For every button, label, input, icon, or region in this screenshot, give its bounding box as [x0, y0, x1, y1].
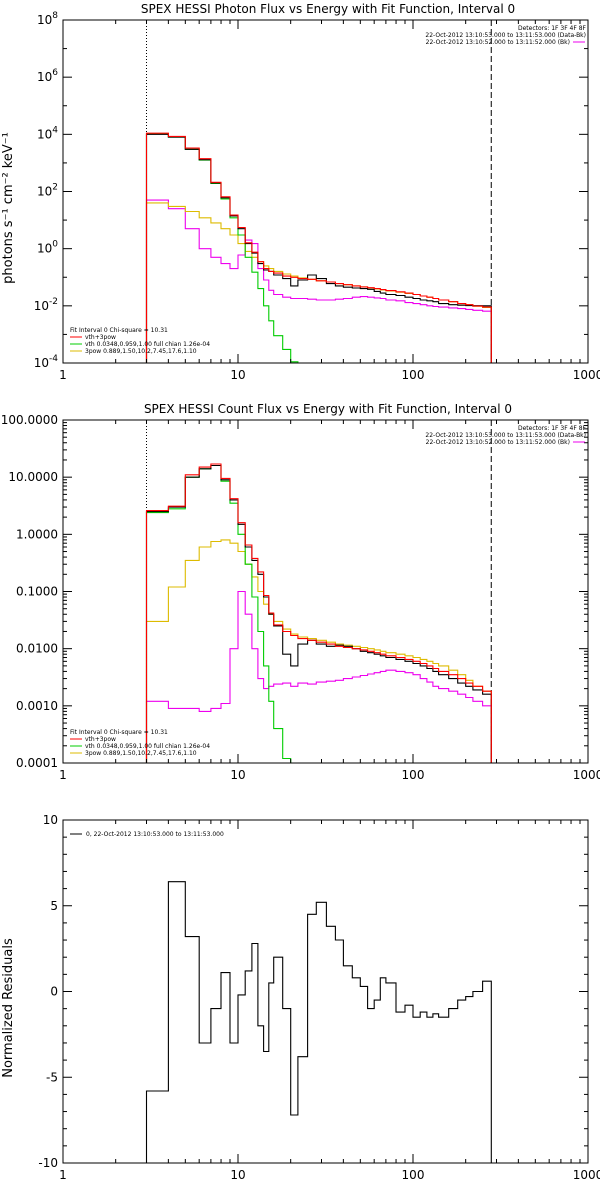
legend-title: Fit Interval 0 Chi-square = 10.31	[70, 327, 168, 334]
y-tick-label: 100.0000	[1, 413, 58, 427]
y-tick-label: 10-2	[34, 297, 58, 313]
y-axis-label: photons s⁻¹ cm⁻² keV⁻¹	[1, 132, 16, 284]
plot-frame	[62, 19, 589, 364]
series-residuals	[145, 881, 492, 1163]
x-tick-label: 10	[230, 1168, 245, 1182]
y-tick-label: 106	[37, 68, 58, 84]
x-tick-label: 100	[402, 1168, 425, 1182]
axis-ticks: 1 10 100 1000 0.0001 0.0010 0.0100 0.1000 1.0000…	[1, 413, 600, 782]
x-tick-label: 1000	[573, 368, 600, 382]
y-tick-label: 1.0000	[16, 527, 58, 541]
detector-line: Detectors: 1F 3F 4F 8F	[518, 25, 587, 32]
x-tick-label: 1	[59, 768, 67, 782]
chart-title: SPEX HESSI Count Flux vs Energy with Fit…	[144, 402, 512, 416]
detector-info: Detectors: 1F 3F 4F 8F 22-Oct-2012 13:10…	[425, 425, 586, 446]
chart-title: SPEX HESSI Photon Flux vs Energy with Fi…	[141, 2, 515, 16]
y-tick-label: -5	[46, 1070, 58, 1084]
series-background	[145, 590, 492, 763]
photon-flux-panel: SPEX HESSI Photon Flux vs Energy with Fi…	[1, 2, 600, 382]
series-vth	[145, 133, 308, 364]
y-tick-label: 10	[43, 813, 58, 827]
detector-line: 22-Oct-2012 13:10:53.000 to 13:11:53.000…	[425, 432, 586, 439]
series-data	[145, 464, 492, 763]
legend: 0, 22-Oct-2012 13:10:53.000 to 13:11:53.…	[70, 831, 224, 838]
plot-marks	[145, 20, 492, 364]
x-tick-label: 100	[402, 368, 425, 382]
y-tick-label: 108	[37, 11, 58, 27]
detector-line: 22-Oct-2012 13:10:52.000 to 13:11:52.000…	[426, 39, 570, 46]
x-tick-label: 10	[230, 368, 245, 382]
x-tick-label: 100	[402, 768, 425, 782]
y-tick-label: -10	[38, 1156, 58, 1170]
y-tick-label: 0	[50, 985, 58, 999]
legend-entry: vth 0.0348,0.959,1.00 full chian 1.26e-0…	[85, 341, 210, 348]
y-tick-label: 0.1000	[16, 585, 58, 599]
legend: Fit Interval 0 Chi-square = 10.31 vth+3p…	[70, 729, 210, 757]
y-tick-label: 102	[37, 183, 58, 199]
legend-entry: vth+3pow	[85, 334, 116, 341]
legend-entry: vth 0.0348,0.959,1.00 full chian 1.26e-0…	[85, 743, 210, 750]
series-3pow	[145, 202, 492, 363]
x-tick-label: 1000	[573, 1168, 600, 1182]
legend-entry: 3pow 0.889,1.50,10.2,7.45,17.6,1.10	[85, 750, 197, 757]
legend-entry: 3pow 0.889,1.50,10.2,7.45,17.6,1.10	[85, 348, 197, 355]
legend-entry: 0, 22-Oct-2012 13:10:53.000 to 13:11:53.…	[86, 831, 224, 838]
x-tick-label: 1	[59, 368, 67, 382]
plot-frame	[62, 419, 589, 764]
y-tick-label: 104	[37, 125, 58, 141]
series-3pow	[145, 539, 492, 763]
x-tick-label: 10	[230, 768, 245, 782]
y-tick-label: 0.0100	[16, 642, 58, 656]
plot-frame	[62, 819, 589, 1164]
x-tick-label: 1	[59, 1168, 67, 1182]
x-tick-label: 1000	[573, 768, 600, 782]
y-tick-label: 0.0001	[16, 756, 58, 770]
legend-title: Fit Interval 0 Chi-square = 10.31	[70, 729, 168, 736]
residuals-panel: Normalized Residuals 1 10 100 1000 -10 -5 0 5 10…	[1, 813, 600, 1182]
legend: Fit Interval 0 Chi-square = 10.31 vth+3p…	[70, 327, 210, 355]
y-tick-label: 0.0010	[16, 699, 58, 713]
detector-line: Detectors: 1F 3F 4F 8F	[518, 425, 587, 432]
y-tick-label: 10-4	[34, 354, 59, 370]
plot-marks	[145, 881, 492, 1163]
series-vth	[145, 464, 298, 764]
count-flux-panel: SPEX HESSI Count Flux vs Energy with Fit…	[1, 402, 600, 782]
detector-line: 22-Oct-2012 13:10:52.000 to 13:11:52.000…	[426, 439, 570, 446]
y-tick-label: 10.0000	[8, 470, 58, 484]
series-total	[145, 132, 492, 363]
series-data	[145, 133, 492, 363]
series-total	[145, 463, 492, 763]
y-tick-label: 5	[50, 899, 58, 913]
axis-ticks: 1 10 100 1000 -10 -5 0 5 10	[38, 813, 600, 1182]
series-background	[145, 199, 492, 363]
y-tick-label: 100	[37, 240, 58, 256]
plot-marks	[145, 420, 492, 764]
detector-info: Detectors: 1F 3F 4F 8F 22-Oct-2012 13:10…	[425, 25, 586, 46]
legend-entry: vth+3pow	[85, 736, 116, 743]
detector-line: 22-Oct-2012 13:10:53.000 to 13:11:53.000…	[425, 32, 586, 39]
y-axis-label: Normalized Residuals	[1, 938, 16, 1078]
